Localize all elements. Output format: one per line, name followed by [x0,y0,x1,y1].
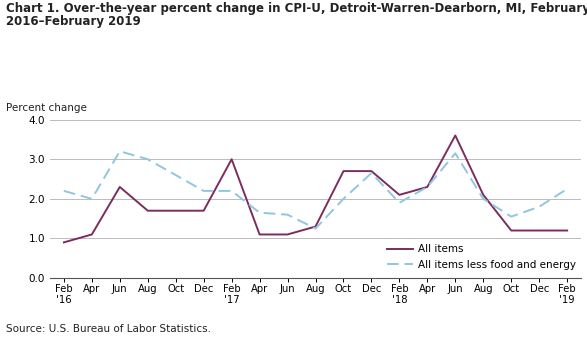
All items less food and energy [424,185,431,189]
All items less food and energy [564,187,571,191]
All items less food and energy [396,201,403,205]
All items [312,224,319,228]
All items less food and energy [88,197,95,201]
All items less food and energy [228,189,235,193]
All items less food and energy [340,197,347,201]
All items less food and energy [312,226,319,231]
All items less food and energy [284,213,291,217]
All items less food and energy [508,215,515,219]
All items [368,169,375,173]
All items [144,209,151,213]
Text: Source: U.S. Bureau of Labor Statistics.: Source: U.S. Bureau of Labor Statistics. [6,324,211,334]
Text: Chart 1. Over-the-year percent change in CPI-U, Detroit-Warren-Dearborn, MI, Feb: Chart 1. Over-the-year percent change in… [6,2,587,15]
All items less food and energy [536,205,543,209]
All items [256,233,263,237]
All items less food and energy [200,189,207,193]
All items less food and energy [368,171,375,175]
All items [340,169,347,173]
All items less food and energy [452,151,459,155]
All items less food and energy [480,197,487,201]
Line: All items less food and energy: All items less food and energy [64,151,567,228]
All items [452,133,459,137]
All items [396,193,403,197]
All items [424,185,431,189]
All items less food and energy [256,211,263,215]
All items [200,209,207,213]
All items [228,157,235,161]
Legend: All items, All items less food and energy: All items, All items less food and energ… [387,244,576,270]
All items [508,228,515,233]
All items [60,240,68,244]
All items [536,228,543,233]
All items less food and energy [144,157,151,161]
Text: Percent change: Percent change [6,103,87,113]
Text: 2016–February 2019: 2016–February 2019 [6,15,141,28]
All items less food and energy [172,173,179,177]
All items less food and energy [60,189,68,193]
All items less food and energy [116,149,123,153]
All items [284,233,291,237]
All items [88,233,95,237]
All items [480,193,487,197]
All items [564,228,571,233]
Line: All items: All items [64,135,567,242]
All items [172,209,179,213]
All items [116,185,123,189]
